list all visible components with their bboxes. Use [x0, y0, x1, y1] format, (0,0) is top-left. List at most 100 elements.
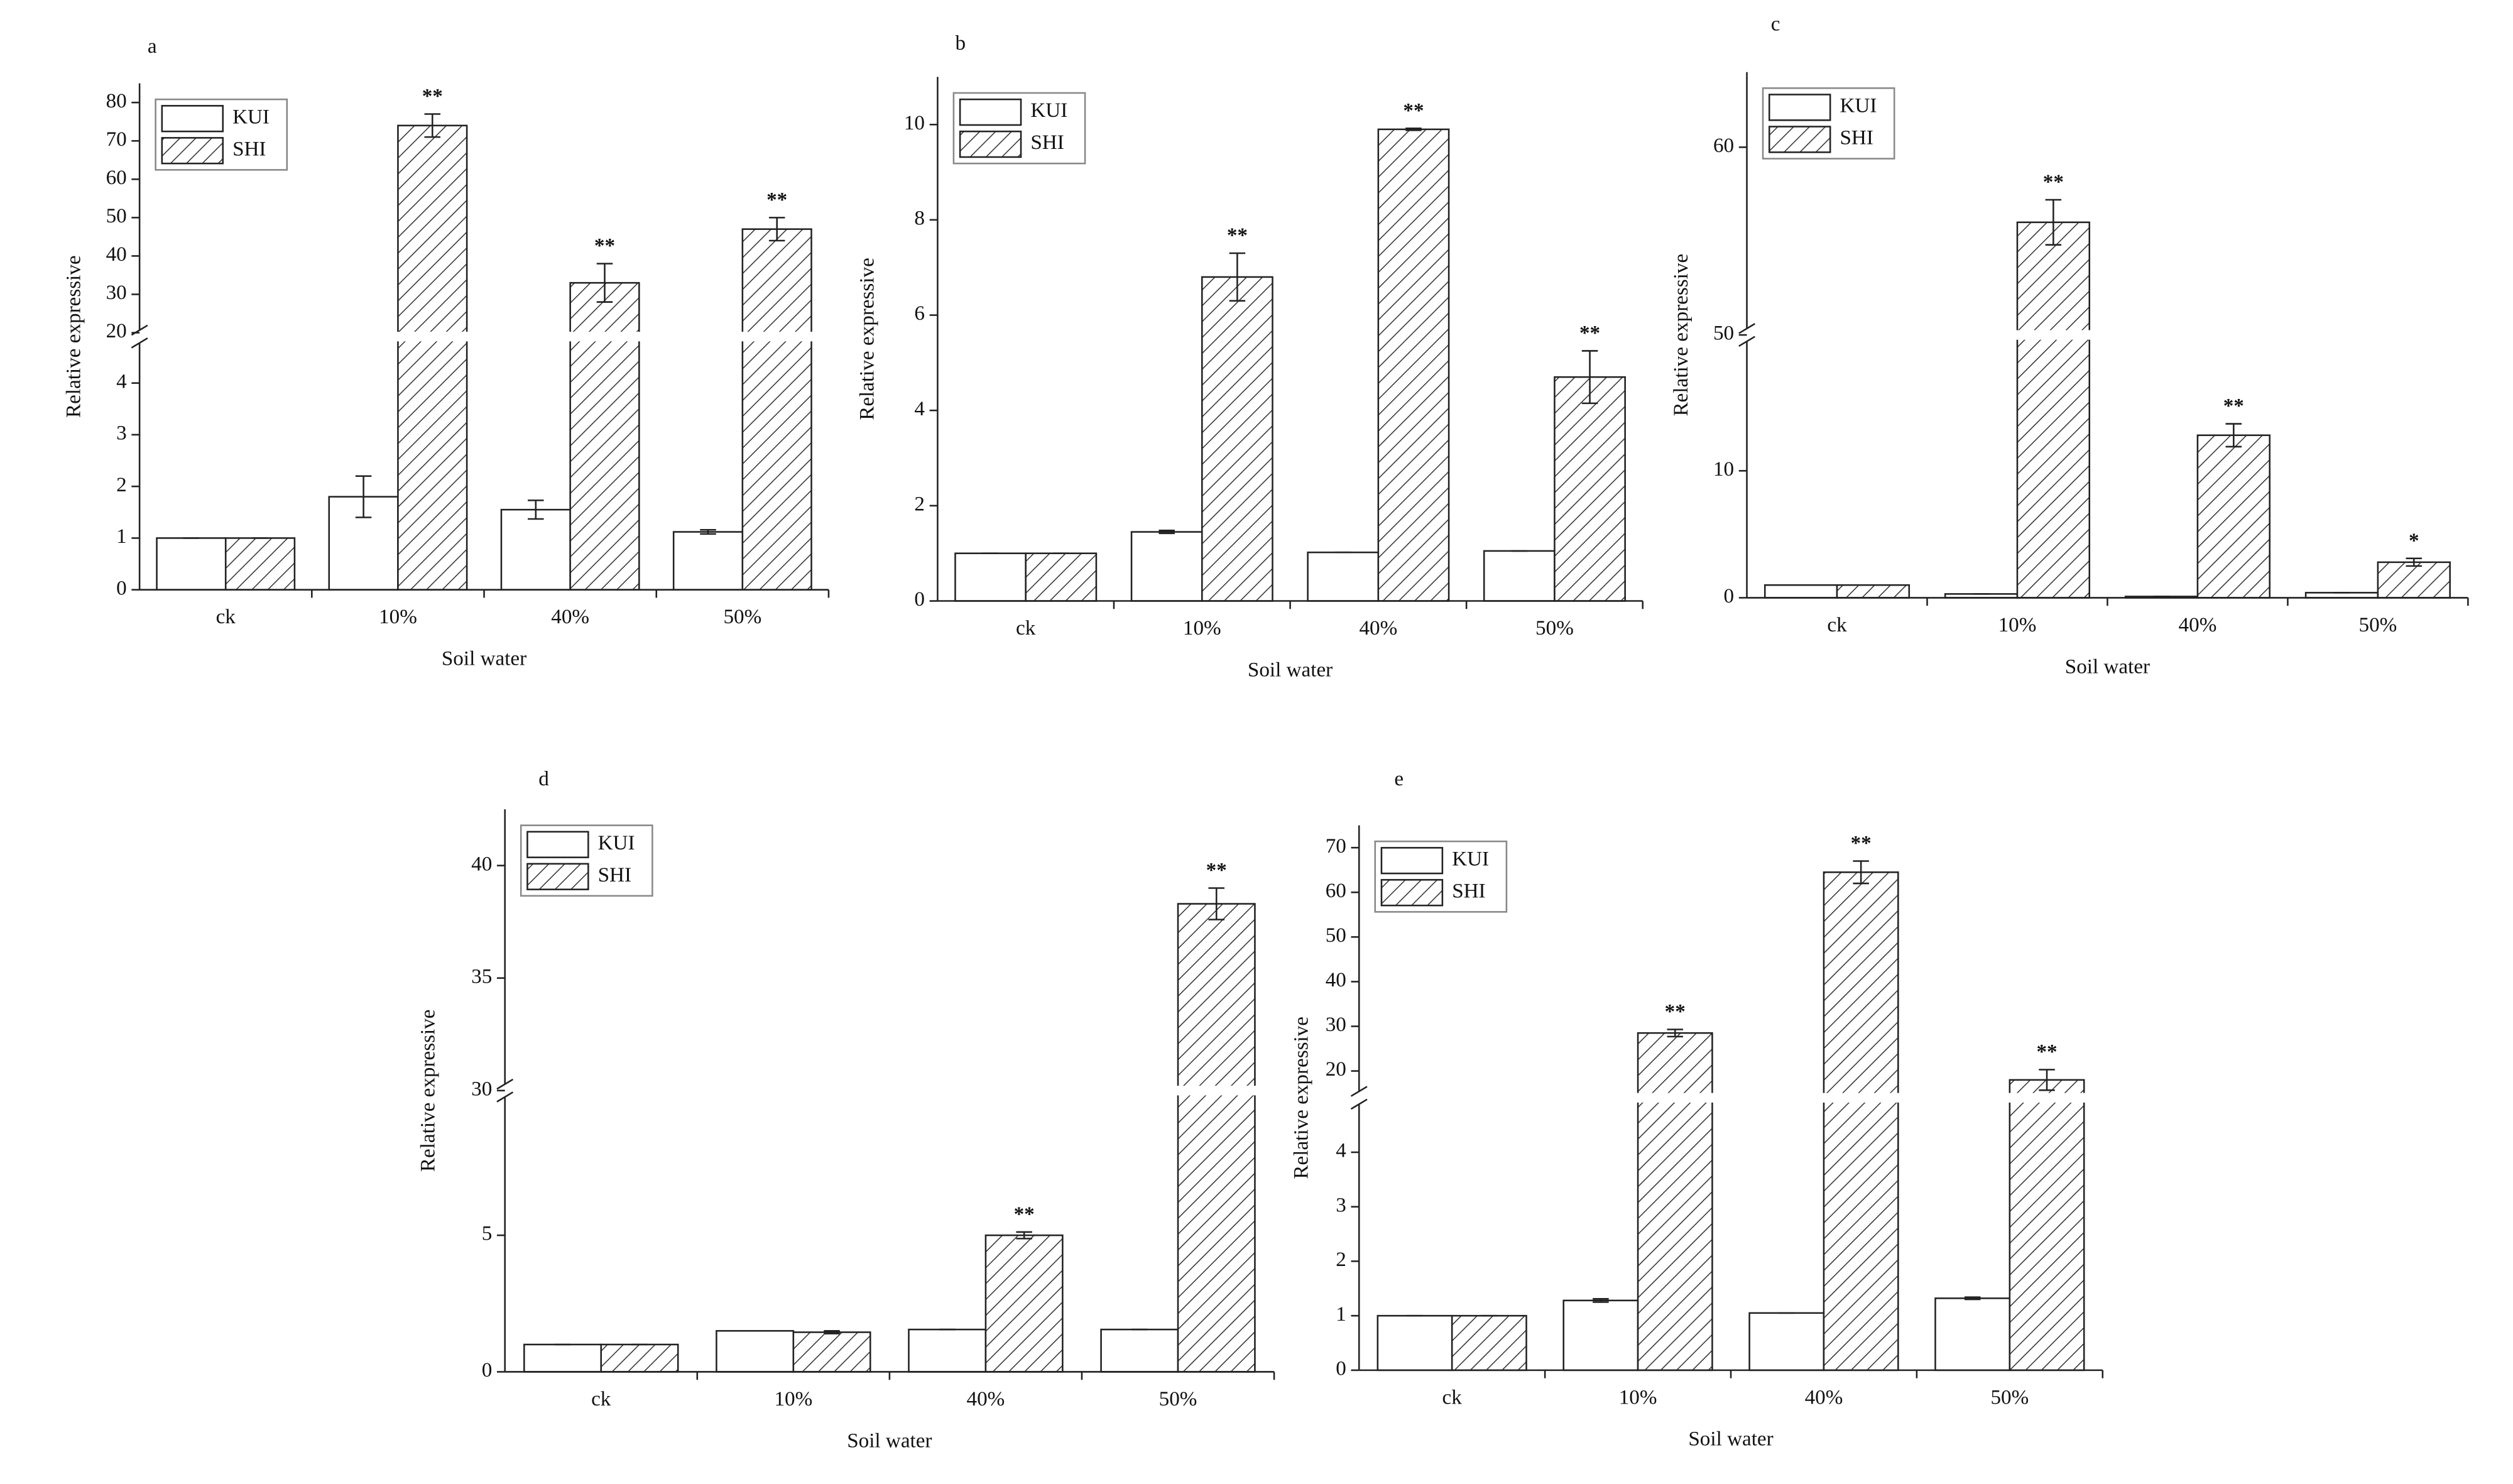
x-tick-label: 10%	[379, 605, 417, 628]
bar	[1483, 550, 1556, 602]
error-bar	[2406, 557, 2423, 567]
error-bar	[1593, 1298, 1609, 1303]
error-bar	[2039, 1069, 2055, 1091]
x-tick-label: 10%	[1183, 616, 1221, 640]
bar	[156, 537, 227, 591]
x-axis-title: Soil water	[1688, 1427, 1773, 1451]
legend-label: KUI	[1030, 99, 1067, 122]
legend-label: KUI	[598, 831, 635, 854]
y-axis-title: Relative expressive	[1290, 1017, 1313, 1179]
bar	[1100, 1328, 1179, 1373]
y-tick-label: 4	[1336, 1139, 1346, 1162]
bar	[1637, 1032, 1713, 1372]
x-axis-title: Soil water	[442, 647, 526, 670]
x-tick-label: ck	[1442, 1385, 1463, 1409]
legend-swatch	[161, 105, 224, 133]
y-tick-label: 1	[1336, 1302, 1346, 1326]
error-bar	[2045, 199, 2062, 246]
legend-label: SHI	[1030, 131, 1064, 154]
x-tick-label: 40%	[551, 605, 589, 628]
error-bar	[1158, 530, 1175, 535]
significance: **	[2043, 170, 2064, 194]
y-tick-label: 5	[482, 1222, 493, 1245]
x-tick-label: 50%	[1535, 616, 1574, 640]
panel: e Soil water Relative expressive 0 1 2 3 4 20 30 4…	[1290, 767, 2104, 1451]
y-axis-title: Relative expressive	[1669, 254, 1693, 417]
bar	[908, 1328, 987, 1373]
bar	[1934, 1297, 2011, 1372]
y-tick-label: 30	[1326, 1013, 1346, 1036]
bar	[1836, 584, 1911, 599]
x-tick-label: 50%	[2359, 613, 2397, 636]
x-tick-label: ck	[591, 1387, 611, 1410]
x-tick-label: 40%	[2179, 613, 2217, 636]
legend-label: SHI	[1840, 126, 1873, 150]
error-bar	[1229, 252, 1246, 302]
error-bar	[824, 1329, 840, 1334]
error-bar	[1581, 350, 1598, 405]
bar	[984, 1234, 1064, 1373]
error-bar	[1208, 887, 1224, 920]
y-tick-label: 20	[106, 319, 127, 342]
y-tick-label: 35	[471, 964, 492, 988]
y-tick-label: 80	[106, 89, 127, 112]
x-tick-label: 50%	[1990, 1385, 2029, 1409]
bar	[1451, 1314, 1527, 1372]
legend-swatch	[1768, 94, 1831, 121]
y-tick-label: 30	[471, 1077, 492, 1100]
error-bar	[596, 263, 613, 303]
y-tick-label: 50	[1713, 322, 1734, 345]
y-tick-label: 0	[1336, 1357, 1346, 1380]
error-bar	[424, 113, 441, 138]
panel: b Soil water Relative expressive 0 2 4 6 8 10 ck 1…	[855, 31, 1644, 681]
bar	[523, 1343, 602, 1373]
bar	[2016, 221, 2091, 599]
y-tick-label: 3	[1336, 1193, 1346, 1216]
panel: d Soil water Relative expressive 0 5 30 35 40 ck…	[416, 767, 1275, 1452]
y-tick-label: 0	[1724, 584, 1735, 608]
y-tick-label: 2	[1336, 1248, 1346, 1271]
error-bar	[1853, 860, 1869, 885]
bar	[1025, 552, 1098, 602]
bar	[792, 1331, 871, 1373]
x-tick-label: ck	[1016, 616, 1036, 640]
bar	[500, 508, 571, 591]
error-bar	[355, 475, 372, 518]
bar	[954, 552, 1027, 602]
legend-label: KUI	[232, 105, 270, 128]
y-tick-label: 30	[106, 281, 127, 304]
significance: **	[2036, 1040, 2057, 1064]
y-axis-title: Relative expressive	[62, 255, 85, 418]
x-tick-label: 10%	[1998, 613, 2037, 636]
x-tick-label: 50%	[723, 605, 761, 628]
bar	[569, 281, 640, 591]
legend-label: SHI	[1452, 879, 1485, 902]
significance: **	[1014, 1203, 1035, 1226]
panel: c Soil water Relative expressive 0 10 50 60 ck 1…	[1669, 12, 2469, 678]
bar	[1377, 128, 1450, 602]
bar	[1823, 871, 1899, 1372]
bar	[600, 1343, 679, 1373]
axis-break	[1350, 1086, 1368, 1110]
significance: **	[1579, 322, 1600, 345]
x-axis-title: Soil water	[847, 1429, 932, 1452]
break-gap	[2015, 330, 2091, 340]
y-tick-label: 60	[106, 166, 127, 189]
error-bar	[1964, 1296, 1981, 1301]
y-tick-label: 70	[1326, 834, 1346, 858]
significance: **	[1665, 1000, 1686, 1023]
error-bar	[528, 499, 544, 520]
error-bar	[2225, 423, 2242, 448]
legend-swatch	[526, 863, 589, 890]
y-tick-label: 60	[1326, 879, 1346, 902]
x-tick-label: 10%	[774, 1387, 812, 1410]
error-bar	[1405, 128, 1422, 131]
significance: **	[594, 234, 615, 258]
error-bar	[768, 217, 785, 242]
panel-label: a	[148, 35, 157, 58]
break-gap	[569, 332, 641, 342]
x-tick-label: ck	[216, 605, 236, 628]
legend-label: SHI	[232, 137, 266, 160]
x-axis-title: Soil water	[2065, 655, 2150, 678]
